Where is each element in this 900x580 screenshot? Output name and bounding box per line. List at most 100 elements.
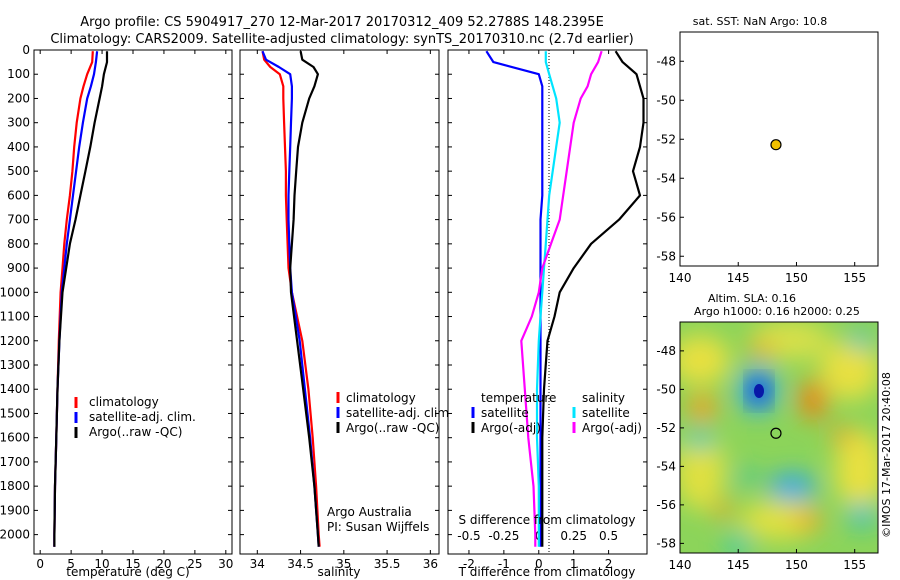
salinity-legend: climatology satellite-adj. clim. Argo(..… [336, 391, 453, 435]
lat-tick-label: -50 [656, 93, 676, 107]
lat-tick-label: -54 [656, 171, 676, 185]
lat-tick-label: -50 [656, 382, 676, 396]
x-tick-label: 0 [36, 557, 44, 571]
lon-tick-label: 145 [727, 558, 750, 572]
lat-tick-label: -58 [656, 536, 676, 550]
s-diff-tick-label: 0.5 [599, 529, 618, 543]
argo-float-position-marker [770, 139, 782, 151]
s-diff-tick-label: -0.25 [488, 529, 519, 543]
depth-tick-label: 300 [7, 116, 30, 130]
temperature-plot-frame [33, 49, 233, 555]
salinity-legend-argo: Argo(..raw -QC) [346, 421, 439, 435]
depth-tick-label: 500 [7, 164, 30, 178]
difference-legend-temperature-title: temperature [481, 391, 556, 405]
lat-tick-label: -58 [656, 249, 676, 263]
x-tick-label: 5 [67, 557, 75, 571]
lon-tick-label: 150 [785, 558, 808, 572]
difference-xlabel-temperature: T difference from climatology [458, 565, 636, 579]
profile-line-argo-raw-qc- [289, 50, 320, 547]
lon-tick-label: 155 [843, 558, 866, 572]
x-tick-label: -2 [463, 557, 475, 571]
temperature-legend-argo: Argo(..raw -QC) [89, 425, 182, 439]
sla-heatmap [680, 322, 878, 553]
sla-map-title-line1: Altim. SLA: 0.16 [708, 292, 796, 305]
temperature-legend-climatology: climatology [89, 395, 159, 409]
salinity-annotation-line2: PI: Susan Wijffels [327, 520, 429, 534]
lat-tick-label: -56 [656, 498, 676, 512]
x-tick-label: 35 [336, 557, 351, 571]
depth-tick-label: 400 [7, 140, 30, 154]
depth-tick-label: 1100 [0, 310, 30, 324]
temperature-panel: 0100200300400500600700800900100011001200… [0, 43, 233, 579]
x-tick-label: 34 [250, 557, 265, 571]
difference-legend-s-satellite: satellite [582, 406, 630, 420]
lon-tick-label: 140 [669, 271, 692, 285]
lat-tick-label: -48 [656, 54, 676, 68]
depth-tick-label: 900 [7, 261, 30, 275]
profile-line-t-satellite [485, 50, 544, 547]
salinity-plot-frame [239, 49, 440, 555]
x-tick-label: 1 [570, 557, 578, 571]
sla-map-title-line2: Argo h1000: 0.16 h2000: 0.25 [694, 305, 860, 318]
x-tick-label: 35.5 [374, 557, 401, 571]
x-tick-label: 10 [94, 557, 109, 571]
temperature-legend: climatology satellite-adj. clim. Argo(..… [74, 395, 196, 439]
x-tick-label: 36 [423, 557, 438, 571]
lat-tick-label: -48 [656, 344, 676, 358]
s-diff-tick-label: 0.25 [560, 529, 587, 543]
depth-tick-label: 1300 [0, 358, 30, 372]
depth-tick-label: 0 [22, 43, 30, 57]
lat-tick-label: -52 [656, 421, 676, 435]
depth-tick-label: 700 [7, 213, 30, 227]
depth-tick-label: 1400 [0, 382, 30, 396]
salinity-panel: 34 34.5 35 35.5 36 salinity climatology sate… [239, 49, 453, 579]
difference-plot-frame [447, 49, 648, 555]
profile-line-s-argo-adj- [520, 50, 603, 547]
sla-map-panel: Altim. SLA: 0.16 Argo h1000: 0.16 h2000:… [656, 292, 879, 572]
sst-map-title: sat. SST: NaN Argo: 10.8 [693, 15, 827, 28]
x-tick-label: 2 [605, 557, 613, 571]
temperature-xlabel: temperature (deg C) [66, 565, 189, 579]
argo-float-position-marker [770, 427, 782, 439]
salinity-annotation-line1: Argo Australia [327, 505, 412, 519]
x-tick-label: 25 [187, 557, 202, 571]
lon-tick-label: 155 [843, 271, 866, 285]
depth-tick-label: 1200 [0, 334, 30, 348]
depth-tick-label: 1500 [0, 406, 30, 420]
lon-tick-label: 140 [669, 558, 692, 572]
x-tick-label: 15 [125, 557, 140, 571]
lon-tick-label: 150 [785, 271, 808, 285]
depth-tick-label: 600 [7, 188, 30, 202]
difference-panel: -2 -1 0 1 2-0.5 -0.25 0 0.25 0.5 S difference fr… [447, 49, 648, 579]
profile-line-climatology [261, 50, 321, 547]
x-tick-label: -1 [498, 557, 510, 571]
figure-title-line1: Argo profile: CS 5904917_270 12-Mar-2017… [80, 15, 604, 30]
depth-tick-label: 100 [7, 67, 30, 81]
lat-tick-label: -52 [656, 132, 676, 146]
x-tick-label: 30 [218, 557, 233, 571]
difference-legend-s-argo: Argo(-adj) [582, 421, 642, 435]
lat-tick-label: -54 [656, 459, 676, 473]
salinity-legend-satellite: satellite-adj. clim. [346, 406, 453, 420]
lon-tick-label: 145 [727, 271, 750, 285]
x-tick-label: 20 [156, 557, 171, 571]
depth-tick-label: 1900 [0, 503, 30, 517]
depth-tick-label: 1000 [0, 285, 30, 299]
depth-tick-label: 200 [7, 91, 30, 105]
x-tick-label: 34.5 [287, 557, 314, 571]
salinity-legend-climatology: climatology [346, 391, 416, 405]
depth-tick-label: 1600 [0, 431, 30, 445]
imos-credit: ©IMOS 17-Mar-2017 20:40:08 [880, 372, 893, 538]
x-tick-label: 0 [535, 557, 543, 571]
temperature-legend-satellite: satellite-adj. clim. [89, 410, 196, 424]
s-diff-tick-label: -0.5 [457, 529, 480, 543]
difference-legend-t-satellite: satellite [481, 406, 529, 420]
profile-line-t-argo-adj- [541, 50, 645, 547]
depth-tick-label: 1800 [0, 479, 30, 493]
profile-line-s-satellite [535, 51, 561, 547]
lat-tick-label: -56 [656, 210, 676, 224]
profile-line-argo-raw-qc- [53, 51, 109, 547]
depth-tick-label: 2000 [0, 528, 30, 542]
figure-title-line2: Climatology: CARS2009. Satellite-adjuste… [50, 32, 633, 47]
sst-map-panel: sat. SST: NaN Argo: 10.8 140 145 150 155 -48… [656, 15, 879, 285]
